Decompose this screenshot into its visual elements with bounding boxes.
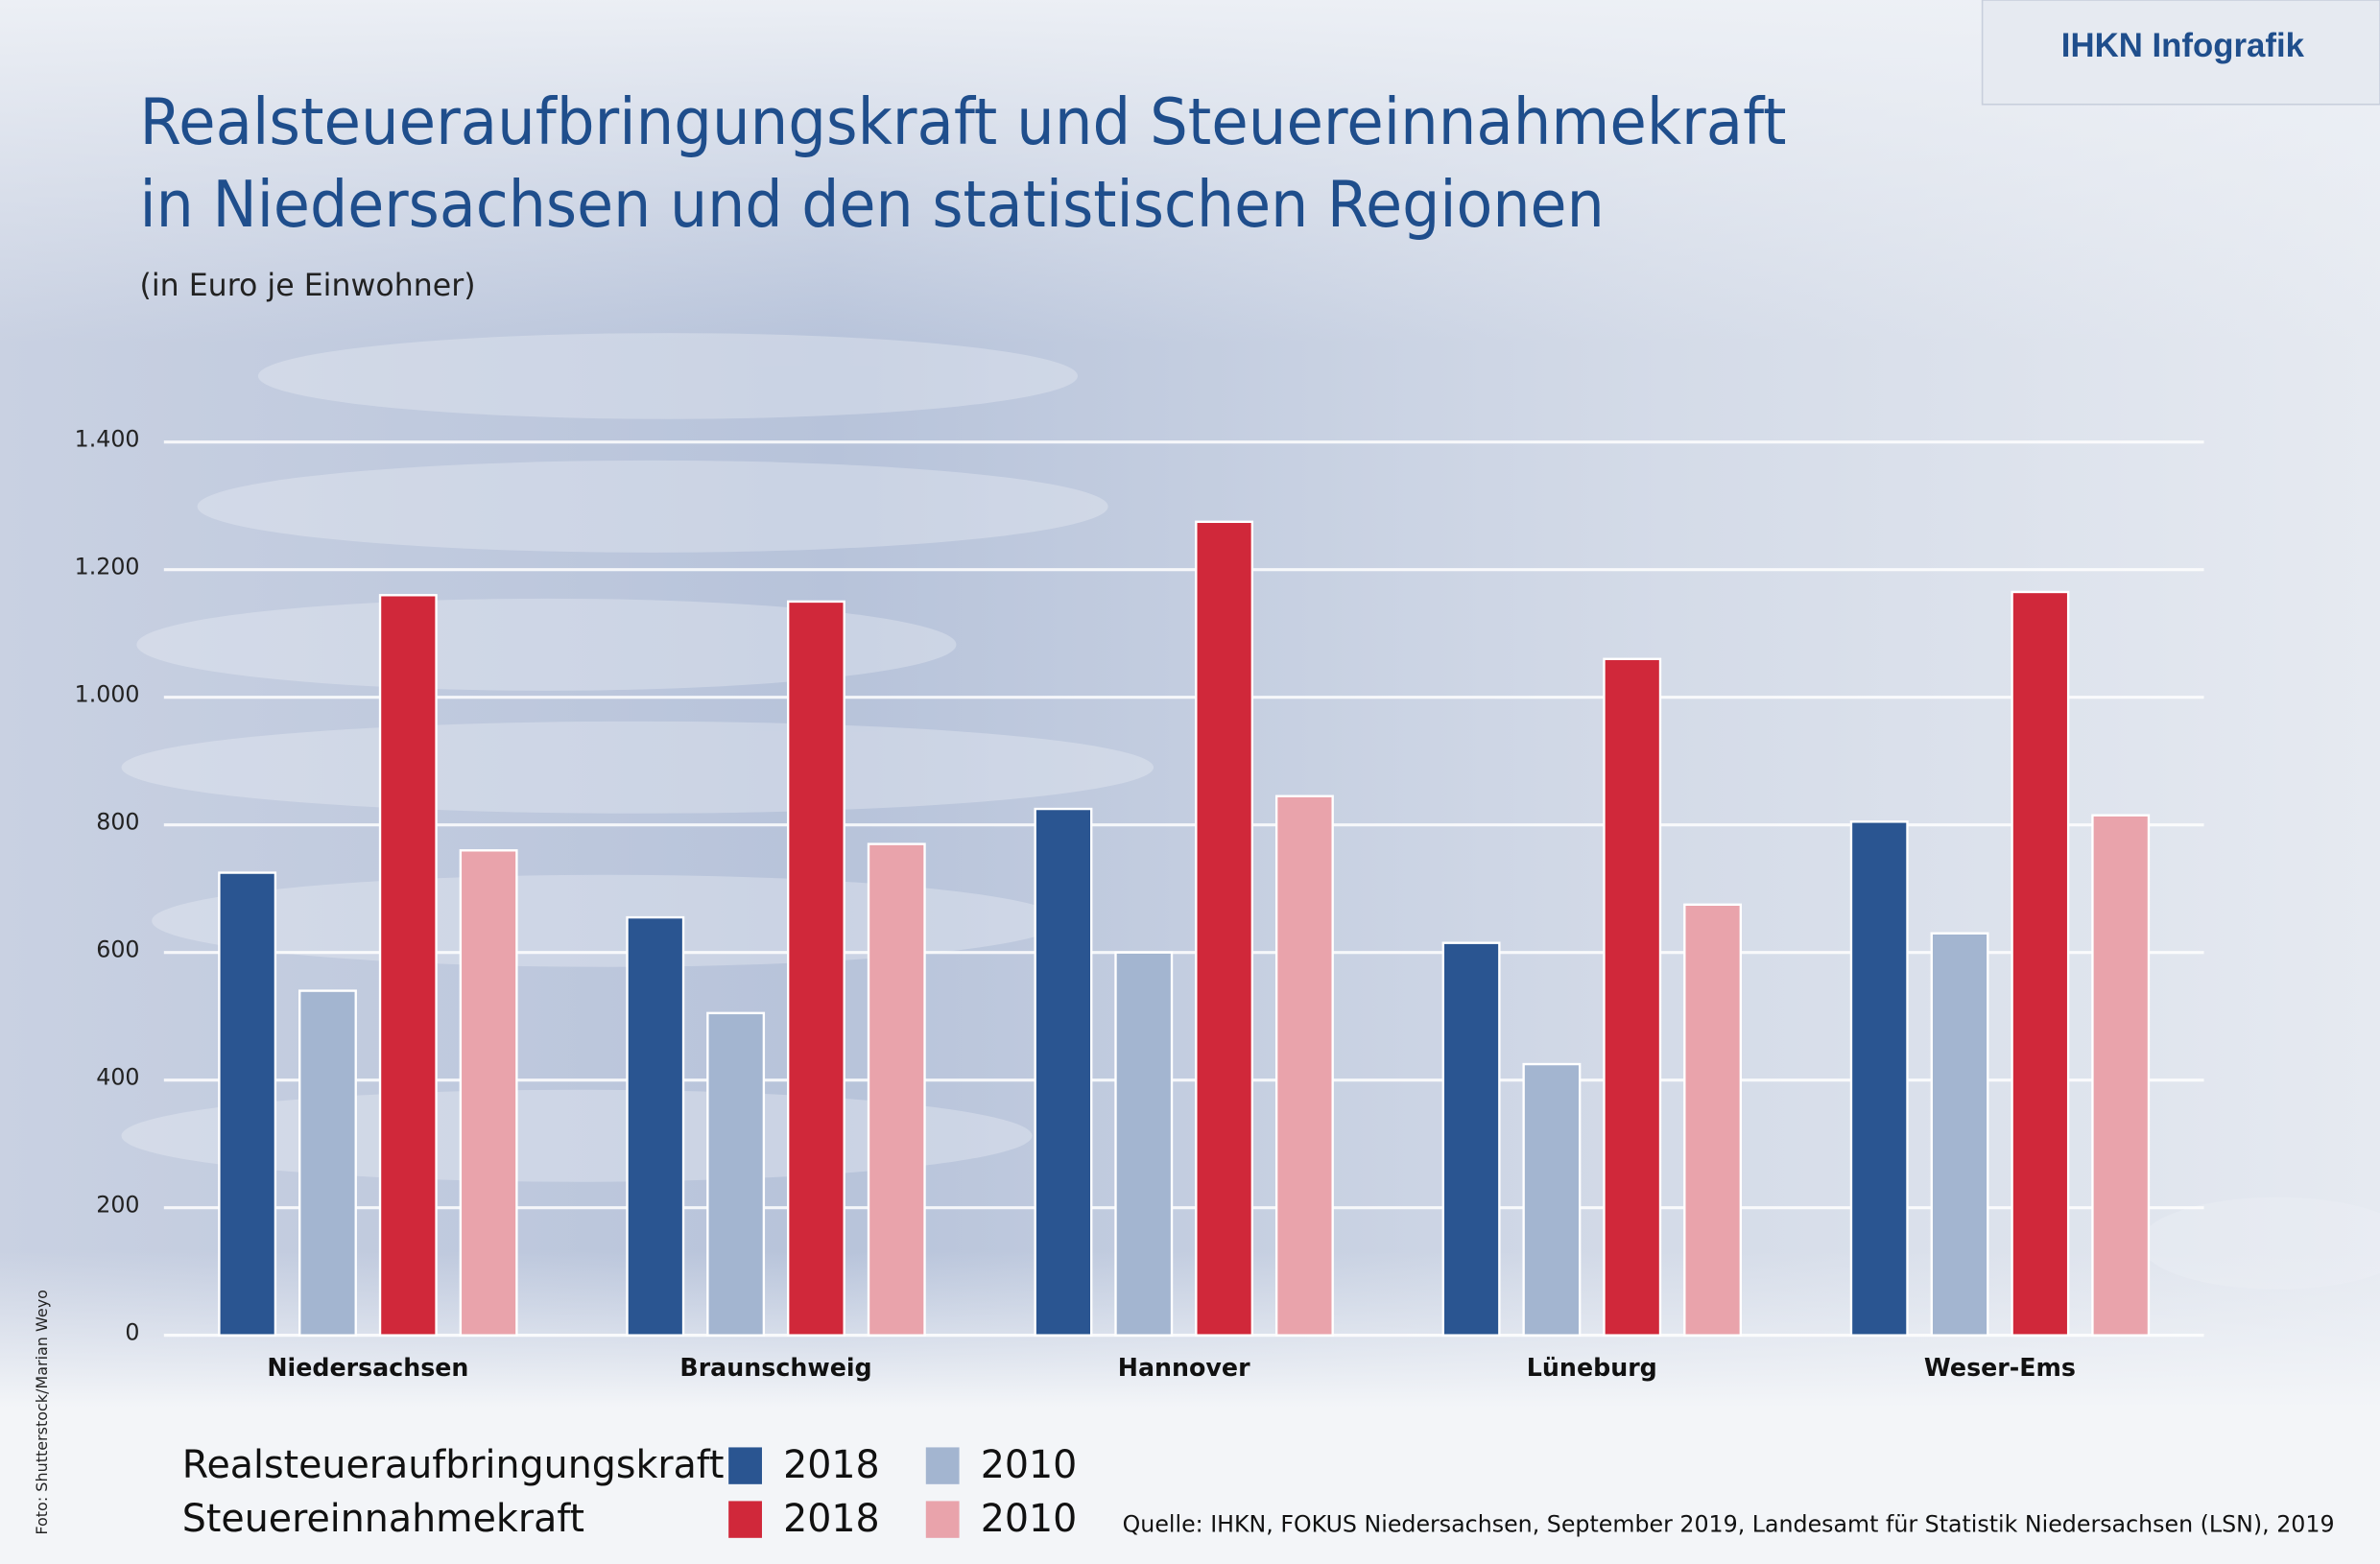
bar <box>1849 820 1909 1337</box>
bar <box>1930 932 1989 1337</box>
bar <box>706 1011 766 1337</box>
bar <box>1603 657 1662 1337</box>
y-tick-label: 600 <box>96 936 139 962</box>
badge-box <box>1981 0 2380 106</box>
legend-swatch <box>728 1447 762 1484</box>
bar <box>459 849 518 1337</box>
bar <box>2091 814 2151 1337</box>
bar <box>626 915 685 1337</box>
bar <box>1274 794 1334 1337</box>
y-tick-label: 1.000 <box>75 680 140 707</box>
bar <box>1683 903 1743 1337</box>
photo-credit: Foto: Shutterstock/Marian Weyo <box>33 1290 51 1535</box>
legend-group: Realsteueraufbringungskraft <box>182 1443 725 1487</box>
legend-swatch <box>728 1501 762 1538</box>
chart-subtitle: (in Euro je Einwohner) <box>140 267 476 303</box>
bar <box>867 842 926 1337</box>
legend-group: Steuereinnahmekraft <box>182 1497 584 1541</box>
y-tick-label: 1.200 <box>75 553 140 580</box>
x-tick-label: Lüneburg <box>1527 1354 1657 1383</box>
legend-label: 2010 <box>981 1497 1078 1541</box>
legend-swatch <box>925 1447 960 1484</box>
bar <box>218 871 277 1337</box>
badge: IHKN Infografik <box>2061 27 2305 64</box>
y-tick-label: 800 <box>96 808 139 835</box>
x-tick-label: Weser-Ems <box>1924 1354 2076 1383</box>
bar <box>298 989 357 1337</box>
bar <box>1034 807 1093 1337</box>
y-tick-label: 1.400 <box>75 426 140 453</box>
bar <box>786 600 845 1337</box>
chart-title: in Niedersachsen und den statistischen R… <box>140 167 1605 242</box>
y-tick-label: 200 <box>96 1191 139 1218</box>
x-tick-label: Hannover <box>1118 1354 1250 1383</box>
chart-title: Realsteueraufbringungskraft und Steuerei… <box>140 83 1787 158</box>
legend-label: 2018 <box>783 1443 880 1487</box>
bar <box>2011 590 2070 1337</box>
y-tick-label: 400 <box>96 1063 139 1090</box>
legend-swatch <box>925 1501 960 1538</box>
legend-label: 2010 <box>981 1443 1078 1487</box>
x-tick-label: Braunschweig <box>679 1354 871 1383</box>
legend-label: 2018 <box>783 1497 880 1541</box>
bar <box>1522 1062 1582 1337</box>
y-tick-label: 0 <box>125 1318 139 1345</box>
bar <box>1114 951 1174 1337</box>
bar <box>1441 941 1501 1337</box>
bar <box>1195 520 1254 1337</box>
bar <box>378 594 438 1337</box>
x-tick-label: Niedersachsen <box>267 1354 468 1383</box>
source: Quelle: IHKN, FOKUS Niedersachsen, Septe… <box>1123 1510 2335 1537</box>
